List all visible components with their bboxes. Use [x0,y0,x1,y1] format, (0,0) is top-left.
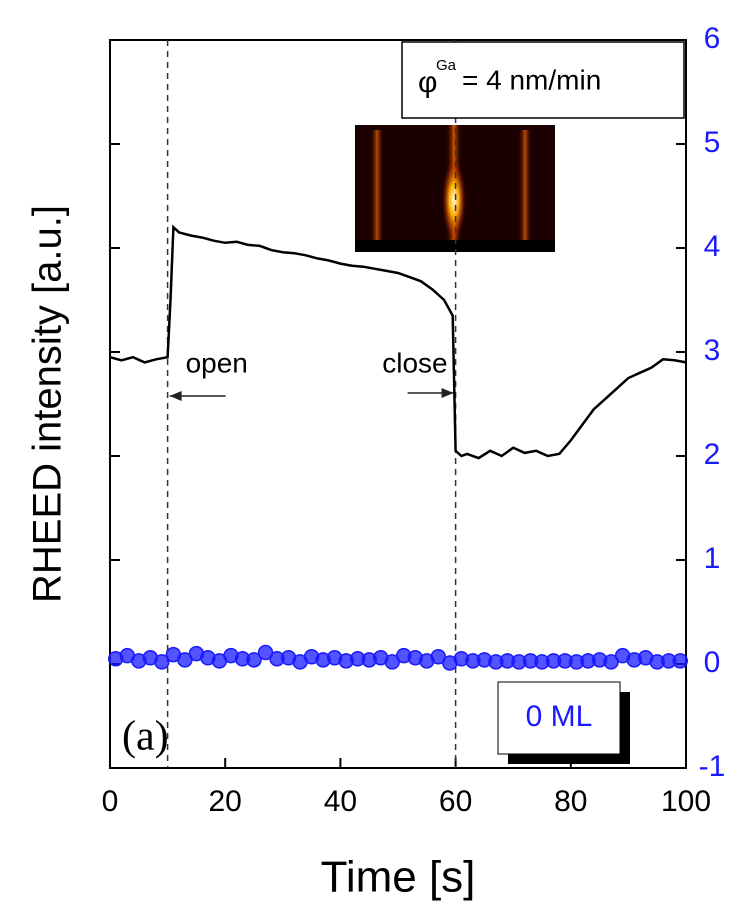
data-line [110,227,686,458]
x-tick-label: 40 [324,785,357,818]
y2-tick-label: 6 [704,22,721,55]
flux-symbol: φ [418,66,437,99]
data-point [673,654,687,668]
y2-tick-label: 4 [704,230,721,263]
y2-tick-label: 5 [704,126,721,159]
y2-tick-label: 1 [704,542,721,575]
y2-tick-label: 0 [704,646,721,679]
open-label: open [186,347,248,378]
x-tick-label: 20 [209,785,242,818]
flux-text: = 4 nm/min [462,64,601,95]
close-label: close [382,347,447,378]
x-tick-label: 80 [554,785,587,818]
arrow-head [442,388,454,398]
panel-label: (a) [122,714,169,760]
y2-tick-label: -1 [699,750,726,783]
y2-tick-label: 2 [704,438,721,471]
arrow-head [170,391,182,401]
x-tick-label: 100 [661,785,711,818]
y-axis-title: RHEED intensity [a.u.] [26,205,70,603]
y2-tick-label: 3 [704,334,721,367]
x-tick-label: 60 [439,785,472,818]
x-axis-title: Time [s] [321,853,476,902]
coverage-label: 0 ML [526,700,593,733]
flux-sup: Ga [436,57,457,74]
chart: RHEED intensity [a.u.] Time [s] 02040608… [0,0,738,909]
x-tick-label: 0 [102,785,119,818]
